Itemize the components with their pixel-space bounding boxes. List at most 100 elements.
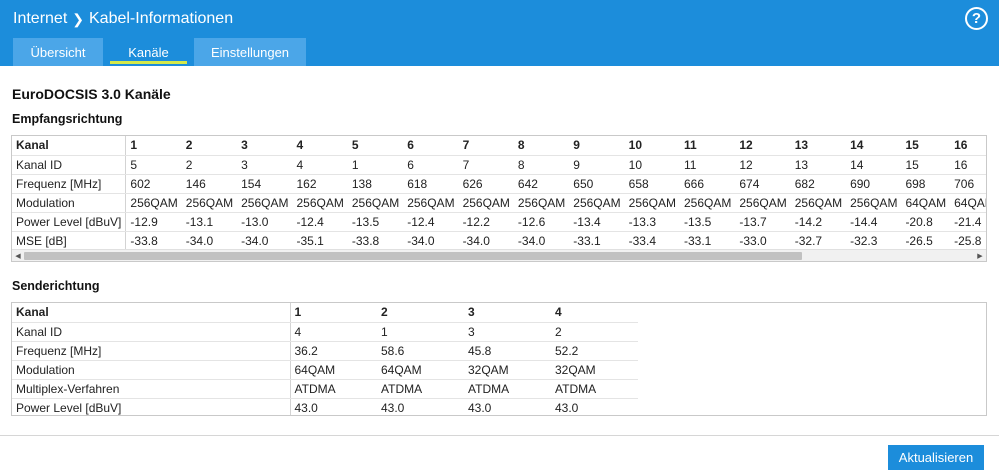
table-cell: 162 [292, 174, 348, 194]
table-cell: -13.4 [569, 212, 625, 232]
row-label: Frequenz [MHz] [12, 341, 291, 361]
help-icon[interactable]: ? [965, 7, 988, 30]
refresh-button[interactable]: Aktualisieren [888, 445, 984, 470]
table-cell: -13.7 [735, 212, 791, 232]
table-cell: 706 [950, 174, 986, 194]
page-title: EuroDOCSIS 3.0 Kanäle [12, 86, 171, 102]
table-cell: -35.1 [296, 233, 324, 248]
table-cell: 45.8 [464, 341, 551, 361]
scroll-left-icon[interactable]: ◀ [15, 253, 21, 260]
table-cell: 43.0 [468, 400, 492, 415]
table-cell: 690 [846, 174, 902, 194]
table-cell: 3 [237, 155, 293, 175]
tab-kanaele[interactable]: Kanäle [110, 38, 187, 66]
table-cell: 256QAM [458, 193, 514, 213]
table-cell: 674 [735, 174, 791, 194]
table-row: Power Level [dBuV] 43.0 43.0 43.0 43.0 [12, 398, 638, 415]
table-row: Frequenz [MHz] 602 146 154 162 138 618 626 642 65… [12, 174, 986, 194]
table-cell: 1 [290, 303, 377, 323]
table-row: Power Level [dBuV] -12.9 -13.1 -13.0 -12.4 -1… [12, 212, 986, 232]
table-cell: 6 [403, 155, 459, 175]
table-cell: -33.1 [573, 233, 601, 248]
table-cell: 3 [464, 303, 551, 323]
table-cell: 1 [377, 322, 464, 342]
tab-einstellungen[interactable]: Einstellungen [194, 38, 306, 66]
row-label: Kanal [12, 136, 127, 156]
table-cell: 52.2 [551, 341, 638, 361]
table-cell: 7 [458, 136, 514, 156]
table-cell: 146 [181, 174, 238, 194]
scrollbar-thumb[interactable] [24, 252, 802, 260]
table-cell: 256QAM [624, 193, 680, 213]
row-label: Power Level [dBuV] [12, 212, 127, 232]
table-cell: 14 [846, 155, 902, 175]
table-cell: 9 [569, 155, 625, 175]
table-cell: 14 [846, 136, 902, 156]
table-cell: 11 [680, 155, 736, 175]
row-label: Multiplex-Verfahren [12, 379, 291, 399]
table-cell: -34.0 [241, 233, 269, 248]
top-bar: Internet ❯ Kabel-Informationen ? Übersic… [0, 0, 999, 66]
breadcrumb: Internet ❯ Kabel-Informationen [13, 9, 233, 29]
table-cell: 6 [403, 136, 459, 156]
upstream-table-container: Kanal 1 2 3 4 Kanal ID 4 1 3 2 Frequenz [MHz] 36.2 5… [11, 302, 987, 416]
row-label: Frequenz [MHz] [12, 174, 127, 194]
table-cell: -13.5 [347, 212, 404, 232]
table-cell: 256QAM [237, 193, 293, 213]
table-cell: 64QAM [950, 193, 986, 213]
table-cell: 138 [347, 174, 404, 194]
tab-uebersicht[interactable]: Übersicht [13, 38, 103, 66]
table-cell: 642 [513, 174, 570, 194]
row-label: Kanal [12, 303, 291, 323]
table-cell: 2 [181, 155, 238, 175]
table-cell: 2 [551, 322, 638, 342]
table-cell: 4 [551, 303, 638, 323]
table-cell: 626 [458, 174, 514, 194]
table-cell: -13.1 [181, 212, 238, 232]
row-label: Kanal ID [12, 322, 291, 342]
table-cell: -33.8 [130, 233, 158, 248]
upstream-title: Senderichtung [12, 279, 100, 293]
table-row: Kanal 1 2 3 4 [12, 303, 638, 323]
table-cell: 256QAM [735, 193, 791, 213]
breadcrumb-internet[interactable]: Internet [13, 10, 68, 27]
table-cell: -12.6 [513, 212, 570, 232]
table-cell: 10 [624, 136, 680, 156]
table-cell: 1 [347, 155, 404, 175]
table-cell: 256QAM [403, 193, 459, 213]
table-cell: 256QAM [292, 193, 348, 213]
table-cell: 256QAM [790, 193, 847, 213]
table-cell: 256QAM [181, 193, 238, 213]
table-cell: -33.4 [628, 233, 656, 248]
table-cell: -33.8 [351, 233, 380, 248]
table-cell: 7 [458, 155, 514, 175]
table-cell: 58.6 [377, 341, 464, 361]
downstream-table-container: Kanal 1 2 3 4 5 6 7 8 9 10 11 12 13 14 15 16 Kanal ID 5 2 3 4… [11, 135, 987, 262]
table-cell: 43.0 [381, 400, 405, 415]
table-cell: 5 [347, 136, 404, 156]
table-cell: 256QAM [347, 193, 404, 213]
table-row: Kanal ID 4 1 3 2 [12, 322, 638, 342]
table-cell: 2 [377, 303, 464, 323]
horizontal-scrollbar[interactable]: ◀ ▶ [12, 249, 986, 261]
upstream-table: Kanal 1 2 3 4 Kanal ID 4 1 3 2 Frequenz [MHz] 36.2 5… [12, 303, 638, 415]
table-cell: 2 [181, 136, 238, 156]
table-cell: 13 [790, 155, 847, 175]
table-cell: 12 [735, 136, 791, 156]
table-row: Kanal 1 2 3 4 5 6 7 8 9 10 11 12 13 14 15 16 [12, 136, 986, 156]
row-label: Power Level [dBuV] [12, 398, 291, 415]
table-cell: -12.9 [125, 212, 182, 232]
row-label: MSE [dB] [12, 231, 127, 250]
scroll-right-icon[interactable]: ▶ [977, 253, 983, 260]
table-cell: 15 [901, 136, 951, 156]
table-cell: -25.8 [954, 233, 982, 248]
table-row: Multiplex-Verfahren ATDMA ATDMA ATDMA ATDMA [12, 379, 638, 399]
table-cell: -26.5 [905, 233, 933, 248]
table-cell: 4 [290, 322, 377, 342]
table-cell: -12.4 [292, 212, 348, 232]
table-cell: 154 [237, 174, 293, 194]
table-cell: 15 [901, 155, 951, 175]
table-row: MSE [dB] -33.8 -34.0 -34.0 -35.1 -33.8 -34.0 -3… [12, 231, 986, 250]
table-cell: ATDMA [464, 379, 551, 399]
table-cell: 682 [790, 174, 847, 194]
